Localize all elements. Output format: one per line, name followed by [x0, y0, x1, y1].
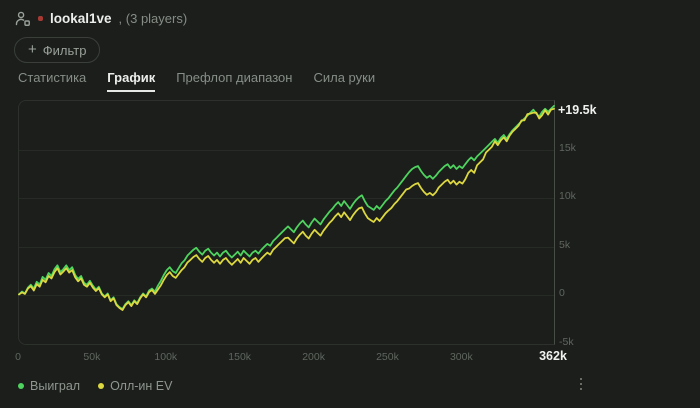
filter-button-label: Фильтр [42, 42, 87, 58]
x-axis-label: 250k [376, 351, 399, 363]
chart-legend: Выиграл Олл-ин EV [18, 379, 172, 393]
tabs: Статистика График Префлоп диапазон Сила рук… [18, 70, 375, 92]
series-line-allin-ev [18, 107, 555, 311]
profit-chart[interactable] [18, 100, 555, 345]
y-axis-label: 0 [559, 287, 565, 300]
x-axis-label: 0 [15, 351, 21, 363]
x-axis-label-current: 362k [539, 349, 567, 363]
series-line-won [18, 105, 555, 310]
legend-label-won: Выиграл [30, 379, 81, 393]
player-name: lookal1ve [50, 10, 112, 26]
current-value-label: +19.5k [558, 102, 597, 117]
filter-button[interactable]: + Фильтр [14, 37, 101, 63]
x-axis-label: 150k [228, 351, 252, 363]
x-axis-label: 100k [154, 351, 178, 363]
player-header: lookal1ve , (3 players) [14, 8, 187, 28]
gridline [19, 295, 554, 296]
legend-dot-won [18, 383, 24, 389]
y-axis-label: 10k [559, 190, 576, 203]
legend-item-allin-ev[interactable]: Олл-ин EV [98, 379, 172, 393]
more-options-button[interactable] [573, 373, 589, 395]
x-axis-label: 50k [83, 351, 101, 363]
players-count: , (3 players) [118, 10, 188, 26]
y-axis-label: 5k [559, 238, 571, 251]
y-axis-label: 15k [559, 141, 576, 154]
gridline [19, 198, 554, 199]
legend-label-allin-ev: Олл-ин EV [110, 379, 173, 393]
status-dot [38, 15, 43, 21]
gridline [19, 247, 554, 248]
x-axis-label: 300k [449, 351, 473, 363]
legend-dot-allin-ev [98, 383, 105, 389]
player-search-icon[interactable] [14, 10, 31, 27]
plus-icon: + [28, 41, 37, 58]
tab-graph[interactable]: График [107, 70, 156, 92]
x-axis-label: 200k [302, 351, 325, 363]
tab-hand-strength[interactable]: Сила руки [313, 70, 376, 85]
tab-statistics[interactable]: Статистика [18, 70, 87, 85]
tab-preflop-range[interactable]: Префлоп диапазон [176, 70, 293, 85]
gridline [19, 150, 554, 151]
y-axis-label: -5k [559, 336, 574, 348]
legend-item-won[interactable]: Выиграл [18, 379, 80, 393]
